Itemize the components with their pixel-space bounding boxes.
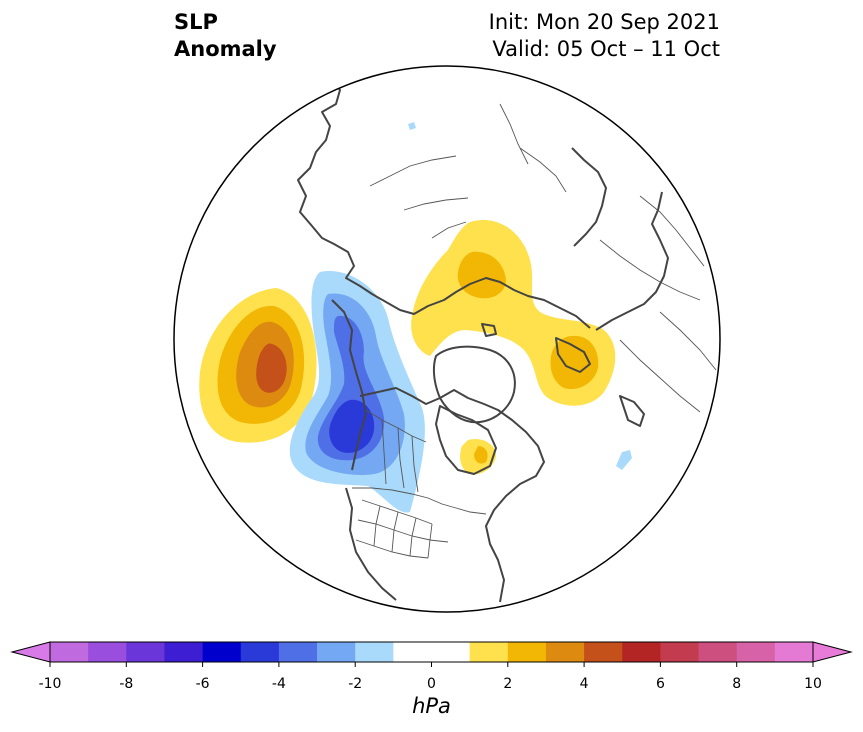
polar-map bbox=[173, 65, 721, 613]
colorbar-bin bbox=[278, 642, 318, 662]
anomaly-high-hudson-core bbox=[474, 446, 488, 464]
colorbar-tick-label: -2 bbox=[348, 676, 362, 692]
title-line-1: SLP bbox=[174, 10, 218, 34]
anomaly-high-eurasia bbox=[411, 219, 616, 406]
colorbar-tick-label: -6 bbox=[196, 676, 210, 692]
anomaly-low-small bbox=[408, 122, 416, 130]
colorbar-bin bbox=[393, 642, 471, 662]
title-line-2: Anomaly bbox=[174, 37, 277, 61]
colorbar-bin bbox=[736, 642, 776, 662]
colorbar-bin bbox=[202, 642, 242, 662]
colorbar-bin bbox=[545, 642, 585, 662]
anomaly-low-northeast-pacific bbox=[289, 271, 425, 513]
valid-range: Valid: 05 Oct – 11 Oct bbox=[492, 37, 720, 61]
colorbar-bin bbox=[584, 642, 623, 662]
colorbar-bin bbox=[507, 642, 547, 662]
colorbar-bin bbox=[355, 642, 394, 662]
colorbar-tick-label: 2 bbox=[503, 676, 512, 692]
anomaly-high-pacific bbox=[199, 288, 317, 443]
colorbar-bins bbox=[50, 642, 814, 662]
colorbar-tick-label: -8 bbox=[119, 676, 133, 692]
colorbar-bin bbox=[240, 642, 280, 662]
colorbar-tick-label: 4 bbox=[580, 676, 589, 692]
colorbar-bin bbox=[317, 642, 356, 662]
init-date: Init: Mon 20 Sep 2021 bbox=[488, 10, 720, 34]
colorbar-tick-label: 6 bbox=[656, 676, 665, 692]
colorbar-bin bbox=[774, 642, 814, 662]
forecast-dates: Init: Mon 20 Sep 2021 Valid: 05 Oct – 11… bbox=[489, 9, 720, 63]
colorbar-bin bbox=[698, 642, 738, 662]
colorbar-tick-label: 10 bbox=[804, 676, 822, 692]
coastlines bbox=[297, 77, 669, 603]
map-disc bbox=[174, 66, 720, 612]
colorbar-bin bbox=[660, 642, 700, 662]
colorbar-extend-low bbox=[10, 641, 51, 663]
colorbar: -10 -8 -6 -4 -2 0 2 4 6 8 10 bbox=[10, 641, 853, 692]
colorbar-ticks: -10 -8 -6 -4 -2 0 2 4 6 8 10 bbox=[39, 662, 822, 692]
colorbar-bin bbox=[469, 642, 509, 662]
colorbar-unit: hPa bbox=[412, 694, 451, 718]
colorbar-bin bbox=[622, 642, 661, 662]
colorbar-bin bbox=[88, 642, 127, 662]
borders bbox=[352, 103, 717, 559]
colorbar-tick-label: -10 bbox=[39, 676, 62, 692]
colorbar-bin bbox=[126, 642, 165, 662]
anomaly-low-atlantic bbox=[616, 450, 632, 470]
colorbar-bin bbox=[164, 642, 204, 662]
map-title: SLP Anomaly bbox=[174, 9, 277, 63]
colorbar-extend-high bbox=[812, 641, 853, 663]
map-boundary bbox=[173, 65, 721, 613]
colorbar-tick-label: 0 bbox=[427, 676, 436, 692]
colorbar-tick-label: -4 bbox=[272, 676, 286, 692]
colorbar-bin bbox=[50, 642, 89, 662]
colorbar-tick-label: 8 bbox=[732, 676, 741, 692]
